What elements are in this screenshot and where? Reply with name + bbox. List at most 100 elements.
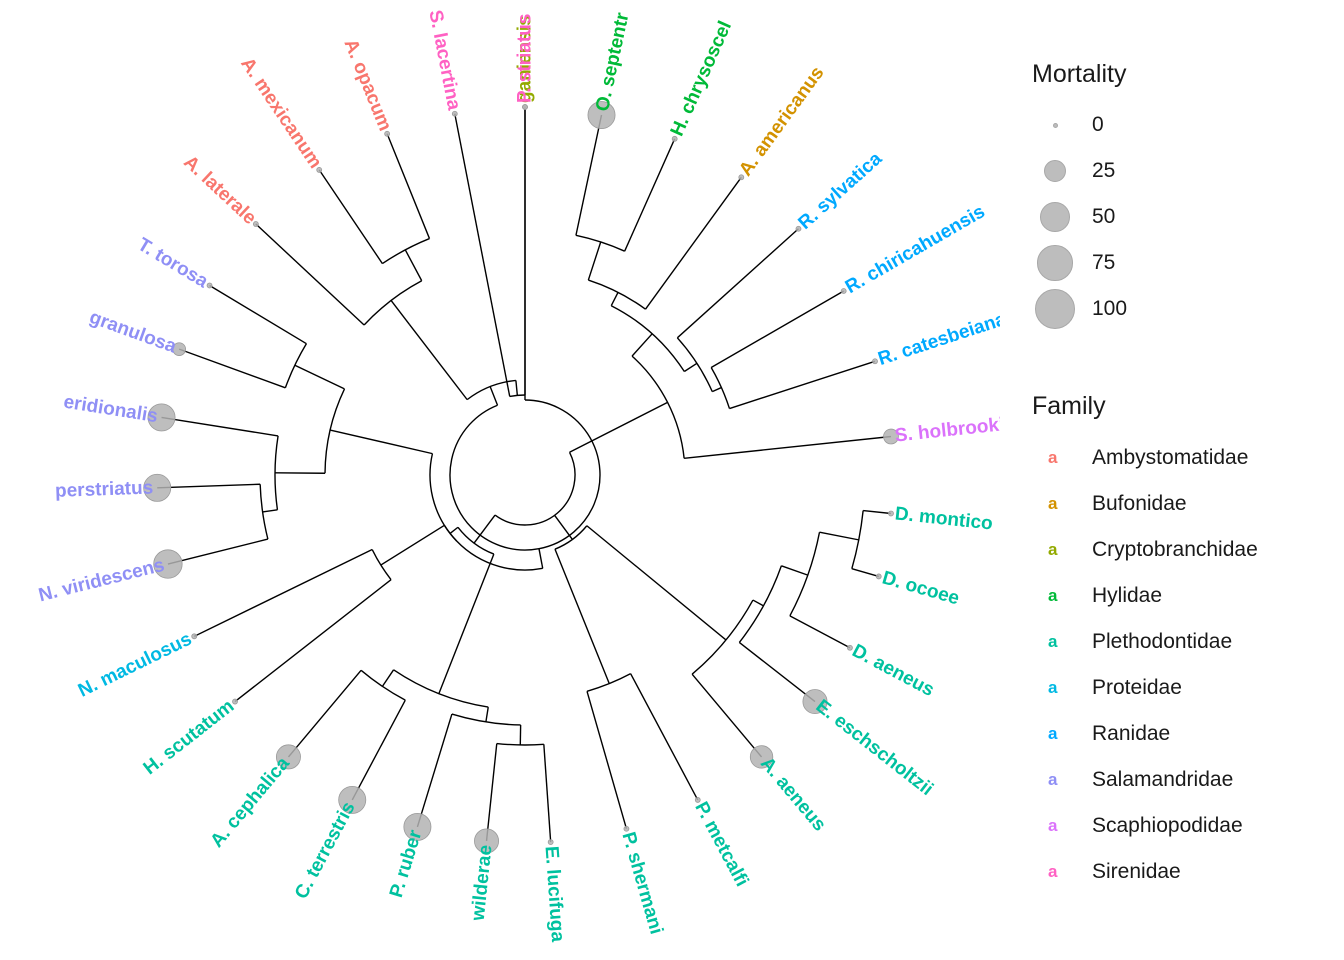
tip-label: H. scutatum bbox=[140, 696, 239, 780]
family-legend-item: a Ranidae bbox=[1032, 712, 1332, 758]
branch-line bbox=[644, 176, 742, 310]
branch-arc bbox=[466, 379, 516, 401]
family-legend-item: a Salamandridae bbox=[1032, 758, 1332, 804]
mortality-point bbox=[451, 110, 458, 117]
tip-label: A. aeneus bbox=[756, 753, 830, 835]
branch-line bbox=[554, 548, 610, 684]
branch-arc bbox=[494, 451, 576, 526]
tip-label: perstriatus bbox=[55, 477, 154, 501]
family-legend-label: Sirenidae bbox=[1092, 860, 1181, 883]
tip-label: R. sylvatica bbox=[794, 148, 886, 234]
tip-label: N. viridescens bbox=[36, 555, 166, 607]
mortality-point bbox=[316, 167, 323, 173]
branch-arc bbox=[274, 435, 279, 510]
tip-label: A. americanus bbox=[735, 63, 828, 180]
mortality-point bbox=[275, 744, 301, 770]
tip-label: E. lucifuga bbox=[540, 845, 568, 943]
branch-arc bbox=[360, 669, 406, 701]
branch-line bbox=[543, 744, 552, 843]
branch-line bbox=[386, 133, 431, 239]
tip-label: D. ocoee bbox=[880, 567, 962, 609]
mortality-points bbox=[143, 101, 899, 854]
branch-line bbox=[630, 673, 699, 801]
branch-arc bbox=[457, 526, 495, 555]
family-legend-key: a bbox=[1048, 494, 1058, 513]
tip-label: S. lacertina bbox=[424, 8, 464, 112]
branch-line bbox=[711, 386, 722, 393]
branch-line bbox=[575, 114, 603, 236]
family-legend-key: a bbox=[1048, 586, 1058, 605]
mortality-point bbox=[872, 358, 878, 365]
mortality-point bbox=[232, 698, 238, 705]
family-legend-title: Family bbox=[1032, 392, 1106, 420]
mortality-point bbox=[587, 101, 616, 130]
mortality-legend-item: 25 bbox=[1032, 148, 1332, 194]
branch-line bbox=[729, 360, 876, 410]
branch-arc bbox=[449, 399, 601, 551]
mortality-point bbox=[206, 282, 213, 289]
mortality-point bbox=[694, 797, 701, 803]
mortality-point bbox=[840, 288, 847, 294]
mortality-legend-dot bbox=[1035, 289, 1075, 329]
branch-line bbox=[209, 284, 307, 345]
branch-line bbox=[234, 579, 392, 703]
mortality-legend-label: 50 bbox=[1092, 205, 1116, 228]
branch-line bbox=[329, 429, 433, 455]
tip-label: D. montico bbox=[894, 503, 994, 534]
mortality-point bbox=[795, 225, 802, 232]
branch-line bbox=[683, 362, 698, 373]
family-legend-item: a Cryptobranchidae bbox=[1032, 528, 1332, 574]
family-legend-item: a Ambystomatidae bbox=[1032, 436, 1332, 482]
family-legend-item: a Bufonidae bbox=[1032, 482, 1332, 528]
family-legend-key: a bbox=[1048, 770, 1058, 789]
mortality-point bbox=[749, 745, 774, 769]
branch-arc bbox=[554, 525, 588, 550]
family-legend-label: Plethodontidae bbox=[1092, 630, 1233, 653]
branch-line bbox=[294, 364, 345, 390]
mortality-point bbox=[252, 221, 259, 227]
family-legend-key: a bbox=[1048, 816, 1058, 835]
family-legend-item: a Scaphiopodidae bbox=[1032, 804, 1332, 850]
mortality-point bbox=[522, 104, 528, 110]
tip-label: granulosa bbox=[87, 307, 180, 358]
tree-branches bbox=[157, 107, 892, 843]
tip-label: R. chiricahuensis bbox=[842, 201, 989, 298]
mortality-legend-item: 100 bbox=[1032, 286, 1332, 332]
mortality-legend-label: 75 bbox=[1092, 251, 1116, 274]
mortality-legend-dot bbox=[1040, 202, 1070, 232]
mortality-point bbox=[474, 828, 500, 854]
branch-line bbox=[624, 138, 676, 252]
branch-line bbox=[684, 435, 892, 459]
branch-line bbox=[515, 380, 519, 396]
mortality-point bbox=[888, 510, 894, 517]
branch-arc bbox=[324, 388, 346, 474]
mortality-point bbox=[883, 428, 899, 445]
tip-label: E. eschscholtzii bbox=[812, 696, 937, 800]
branch-line bbox=[710, 290, 845, 369]
branch-line bbox=[473, 514, 496, 544]
tip-label: C. terrestris bbox=[291, 799, 360, 903]
branch-line bbox=[863, 509, 892, 515]
mortality-point bbox=[547, 839, 554, 846]
branch-line bbox=[380, 524, 445, 566]
branch-arc bbox=[451, 713, 521, 726]
branch-line bbox=[489, 386, 499, 406]
branch-line bbox=[586, 525, 727, 641]
mortality-legend-dot bbox=[1052, 122, 1058, 128]
branch-line bbox=[738, 641, 816, 703]
mortality-point bbox=[802, 689, 828, 715]
family-legend-key: a bbox=[1048, 862, 1058, 881]
family-legend-key: a bbox=[1048, 448, 1058, 467]
branch-arc bbox=[259, 484, 269, 540]
mortality-point bbox=[623, 825, 630, 832]
branch-line bbox=[851, 568, 879, 578]
branch-line bbox=[390, 300, 410, 325]
branch-line bbox=[351, 699, 406, 801]
family-legend-item: a Proteidae bbox=[1032, 666, 1332, 712]
family-legend-item: a Hylidae bbox=[1032, 574, 1332, 620]
tip-label: P. striatus bbox=[515, 14, 536, 103]
tip-label: wilderae bbox=[468, 844, 497, 923]
tip-label: S. holbrooki bbox=[894, 414, 1000, 446]
mortality-point bbox=[191, 633, 198, 640]
family-legend-key: a bbox=[1048, 678, 1058, 697]
